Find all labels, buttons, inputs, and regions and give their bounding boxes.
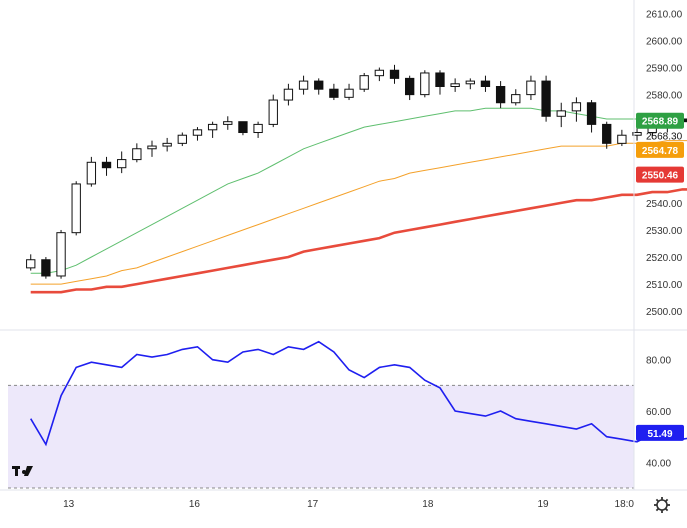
- candle[interactable]: [71, 183, 81, 234]
- moving-average-line: [30, 188, 687, 294]
- candle[interactable]: [86, 161, 97, 185]
- settings-button[interactable]: [654, 497, 670, 513]
- candle[interactable]: [450, 83, 460, 88]
- candle[interactable]: [268, 99, 278, 125]
- candle[interactable]: [101, 161, 112, 169]
- candle[interactable]: [359, 75, 369, 90]
- moving-average-line: [30, 107, 687, 274]
- rsi-tick-label: 80.00: [646, 356, 671, 367]
- candle[interactable]: [283, 88, 294, 101]
- candle[interactable]: [435, 72, 445, 87]
- rsi-band: [8, 385, 634, 488]
- candle[interactable]: [586, 102, 597, 125]
- candle[interactable]: [541, 80, 551, 117]
- price-value-label-badge: [636, 112, 684, 129]
- tradingview-logo: [12, 466, 33, 476]
- candle[interactable]: [162, 142, 172, 147]
- candle[interactable]: [571, 102, 582, 112]
- rsi-value-label: 51.49: [647, 429, 672, 440]
- rsi-tick-label: 60.00: [646, 407, 671, 418]
- candle[interactable]: [253, 123, 263, 134]
- candle[interactable]: [389, 69, 400, 79]
- candle[interactable]: [495, 86, 506, 104]
- price-value-label-badge: [636, 141, 684, 158]
- price-tick-label: 2510.00: [646, 280, 683, 291]
- price-tick-label: 2520.00: [646, 253, 683, 264]
- price-pane[interactable]: [26, 40, 687, 294]
- candle[interactable]: [314, 80, 324, 90]
- candle[interactable]: [420, 72, 430, 96]
- candle[interactable]: [405, 77, 415, 96]
- rsi-tick-label: 40.00: [646, 458, 671, 469]
- candle[interactable]: [511, 94, 521, 104]
- candle[interactable]: [238, 121, 248, 134]
- candle[interactable]: [526, 80, 536, 96]
- x-tick-label: 18:0: [615, 499, 635, 510]
- candle[interactable]: [329, 88, 339, 98]
- price-tick-label: 2610.00: [646, 9, 683, 20]
- candle[interactable]: [56, 232, 66, 277]
- candle[interactable]: [207, 123, 218, 131]
- price-tick-label: 2600.00: [646, 36, 683, 47]
- candle[interactable]: [132, 148, 142, 161]
- x-tick-label: 17: [307, 499, 319, 510]
- price-tick-label: 2590.00: [646, 64, 683, 75]
- candle[interactable]: [41, 259, 51, 277]
- price-value-label: 2564.78: [642, 146, 679, 157]
- candle[interactable]: [374, 69, 385, 77]
- price-tick-label: 2530.00: [646, 226, 683, 237]
- rsi-line: [30, 340, 687, 447]
- price-tick-label: 2540.00: [646, 199, 683, 210]
- candle[interactable]: [632, 132, 642, 136]
- candle[interactable]: [177, 134, 187, 144]
- price-value-label: 2568.89: [642, 117, 679, 128]
- x-tick-label: 16: [189, 499, 201, 510]
- candle[interactable]: [298, 80, 309, 90]
- gear-icon: [656, 499, 668, 511]
- rsi-value-label-badge: [636, 424, 684, 441]
- x-tick-label: 19: [537, 499, 549, 510]
- price-value-label: 2568.30: [646, 131, 683, 142]
- rsi-pane[interactable]: [8, 340, 687, 489]
- candle[interactable]: [223, 121, 233, 125]
- candle[interactable]: [147, 145, 157, 150]
- candle[interactable]: [465, 80, 475, 85]
- moving-average-line: [30, 140, 687, 285]
- candle[interactable]: [556, 110, 566, 117]
- price-tick-label: 2580.00: [646, 91, 683, 102]
- candle[interactable]: [192, 129, 203, 136]
- price-tick-label: 2500.00: [646, 307, 683, 318]
- x-tick-label: 13: [63, 499, 75, 510]
- candle[interactable]: [617, 134, 627, 144]
- price-value-label: 2550.46: [642, 171, 679, 182]
- candle[interactable]: [117, 159, 127, 169]
- candle[interactable]: [344, 88, 354, 98]
- candle[interactable]: [26, 259, 36, 269]
- price-value-label-badge: [636, 166, 684, 183]
- candle[interactable]: [602, 123, 612, 144]
- x-tick-label: 18: [422, 499, 434, 510]
- price-labels: 2568.89 2568.30 2564.78 2550.46 51.49: [636, 112, 684, 441]
- candle[interactable]: [480, 80, 491, 87]
